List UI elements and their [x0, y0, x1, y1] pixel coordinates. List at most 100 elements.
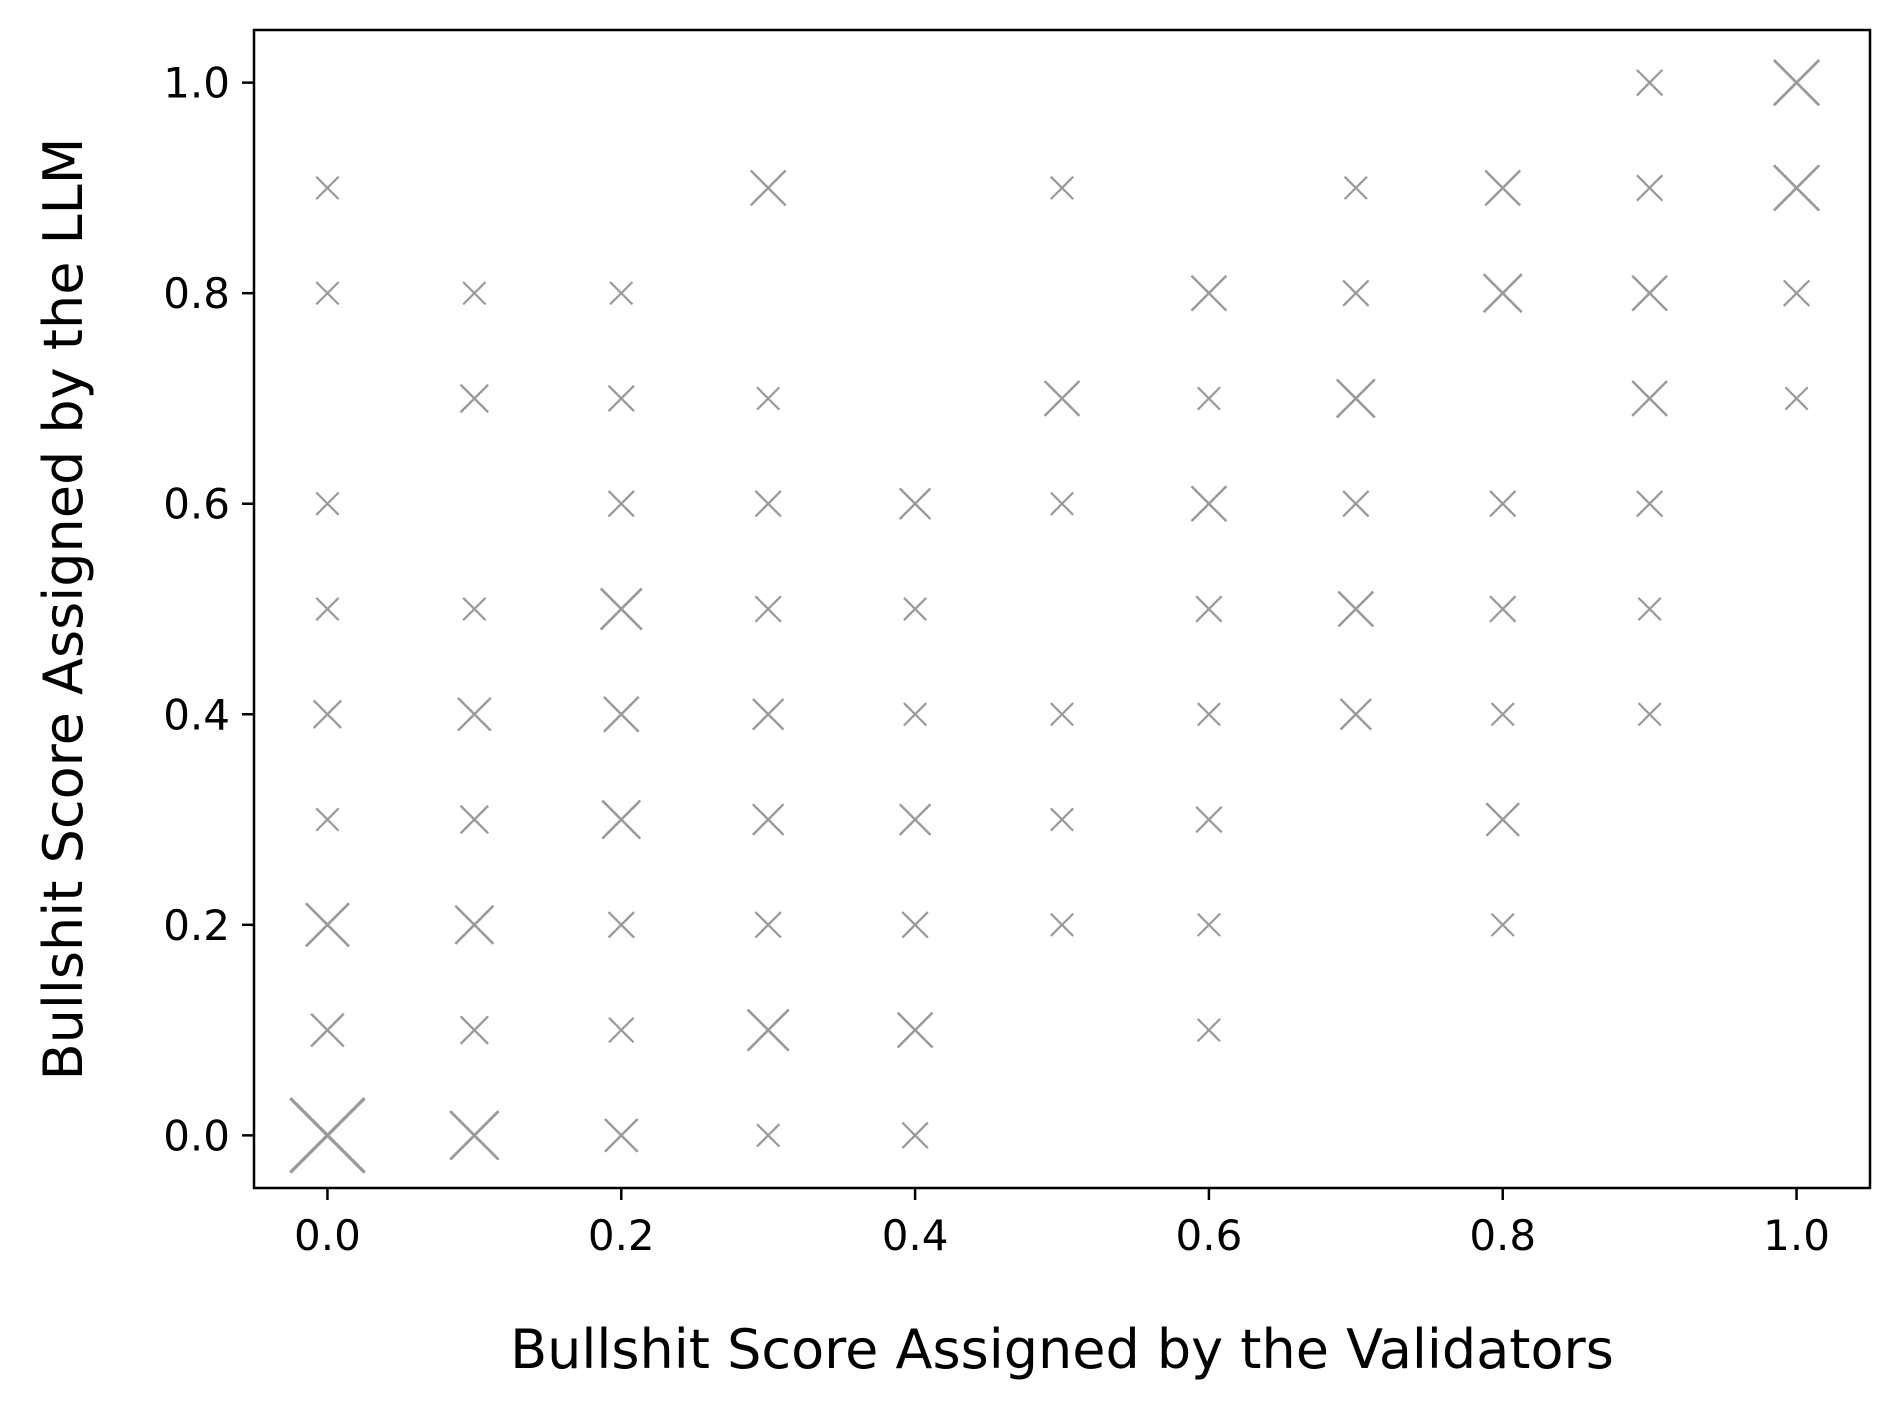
data-point — [901, 1121, 929, 1149]
data-point — [607, 384, 635, 413]
data-point — [304, 902, 350, 948]
data-point — [901, 911, 929, 939]
data-point — [310, 1012, 345, 1048]
data-point — [1489, 595, 1517, 623]
data-point — [462, 281, 487, 306]
data-point — [1490, 912, 1515, 937]
y-tick-label: 0.0 — [163, 1111, 230, 1160]
data-point — [896, 1011, 934, 1049]
data-point — [754, 490, 782, 518]
data-point — [1636, 490, 1664, 518]
data-point — [312, 699, 343, 729]
data-point — [607, 911, 635, 939]
x-tick-label: 0.4 — [882, 1211, 949, 1260]
data-point — [315, 807, 340, 832]
data-point — [1190, 274, 1228, 312]
data-point — [315, 597, 340, 621]
data-point — [289, 1096, 366, 1174]
data-points — [289, 59, 1821, 1174]
plot-area-frame — [252, 28, 1872, 1190]
data-point — [1490, 702, 1515, 727]
x-tick-label: 0.0 — [294, 1211, 361, 1260]
data-point — [602, 695, 640, 733]
data-point — [751, 803, 785, 836]
data-point — [315, 281, 340, 306]
data-point — [608, 1017, 635, 1044]
data-point — [459, 1015, 489, 1045]
data-point — [1050, 702, 1074, 727]
data-point — [1196, 386, 1221, 411]
data-point — [1636, 174, 1664, 202]
data-point — [1637, 597, 1662, 621]
data-point — [1050, 807, 1074, 832]
x-axis-ticks: 0.0 0.2 0.4 0.6 0.8 1.0 — [294, 1188, 1830, 1260]
data-point — [1631, 274, 1668, 312]
data-point — [1337, 590, 1375, 628]
data-point — [1482, 273, 1523, 314]
data-point — [749, 169, 787, 207]
data-point — [1343, 175, 1368, 200]
data-point — [746, 1008, 790, 1052]
data-point — [1196, 702, 1221, 727]
data-point — [604, 1118, 639, 1153]
data-point — [449, 1110, 500, 1161]
data-point — [1335, 378, 1376, 419]
y-tick-label: 0.4 — [163, 690, 230, 739]
data-point — [1484, 169, 1522, 207]
data-point — [1342, 279, 1370, 307]
x-tick-label: 0.2 — [588, 1211, 655, 1260]
data-point — [607, 490, 635, 518]
data-point — [903, 702, 928, 727]
data-point — [1637, 702, 1662, 727]
data-point — [1631, 380, 1668, 417]
data-point — [754, 595, 782, 623]
y-tick-label: 0.2 — [163, 901, 230, 950]
data-point — [1050, 491, 1074, 516]
data-point — [1050, 175, 1074, 200]
data-point — [315, 491, 340, 516]
data-point — [601, 799, 642, 840]
y-tick-label: 0.6 — [163, 480, 230, 529]
data-point — [1772, 59, 1821, 107]
data-point — [756, 1123, 781, 1148]
data-point — [599, 587, 643, 631]
data-point — [1196, 912, 1221, 937]
data-point — [1485, 802, 1520, 837]
data-point — [903, 597, 928, 621]
data-point — [898, 487, 932, 520]
data-point — [756, 386, 781, 411]
data-point — [609, 281, 634, 306]
data-point — [751, 698, 785, 731]
x-tick-label: 1.0 — [1763, 1211, 1830, 1260]
data-point — [754, 911, 782, 939]
data-point — [1196, 1018, 1221, 1043]
data-point — [1636, 69, 1664, 97]
data-point — [1342, 490, 1370, 518]
x-tick-label: 0.6 — [1176, 1211, 1243, 1260]
data-point — [1043, 380, 1081, 417]
y-axis-ticks: 0.0 0.2 0.4 0.6 0.8 1.0 — [163, 59, 254, 1160]
data-point — [454, 904, 495, 945]
x-tick-label: 0.8 — [1469, 1211, 1536, 1260]
data-point — [1772, 164, 1821, 212]
data-point — [457, 697, 492, 732]
y-axis-label: Bullshit Score Assigned by the LLM — [32, 138, 95, 1081]
data-point — [1489, 490, 1517, 518]
data-point — [459, 383, 489, 414]
y-tick-label: 0.8 — [163, 269, 230, 318]
data-point — [462, 597, 487, 621]
data-point — [1339, 698, 1373, 731]
data-point — [315, 175, 340, 200]
data-point — [1195, 595, 1223, 623]
data-point — [898, 803, 932, 836]
data-point — [459, 804, 489, 835]
data-point — [1782, 279, 1811, 307]
y-tick-label: 1.0 — [163, 59, 230, 108]
data-point — [1195, 805, 1223, 834]
data-point — [1190, 485, 1228, 523]
data-point — [1050, 912, 1074, 937]
data-point — [1784, 386, 1809, 411]
x-axis-label: Bullshit Score Assigned by the Validator… — [510, 1318, 1614, 1381]
